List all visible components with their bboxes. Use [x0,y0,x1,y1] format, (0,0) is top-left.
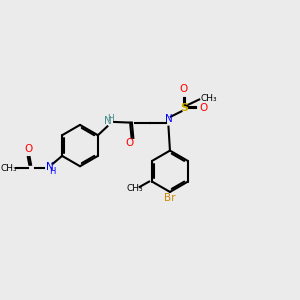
Text: O: O [24,144,33,154]
Text: O: O [199,103,208,113]
Text: O: O [126,138,134,148]
Text: CH₃: CH₃ [200,94,217,103]
Text: H: H [107,115,114,124]
Text: N: N [104,116,112,126]
Text: N: N [165,114,172,124]
Text: N: N [46,162,54,172]
Text: O: O [180,85,188,94]
Text: H: H [50,167,56,176]
Text: S: S [180,103,188,113]
Text: CH₃: CH₃ [126,184,143,193]
Text: CH₃: CH₃ [0,164,17,173]
Text: Br: Br [164,194,176,203]
